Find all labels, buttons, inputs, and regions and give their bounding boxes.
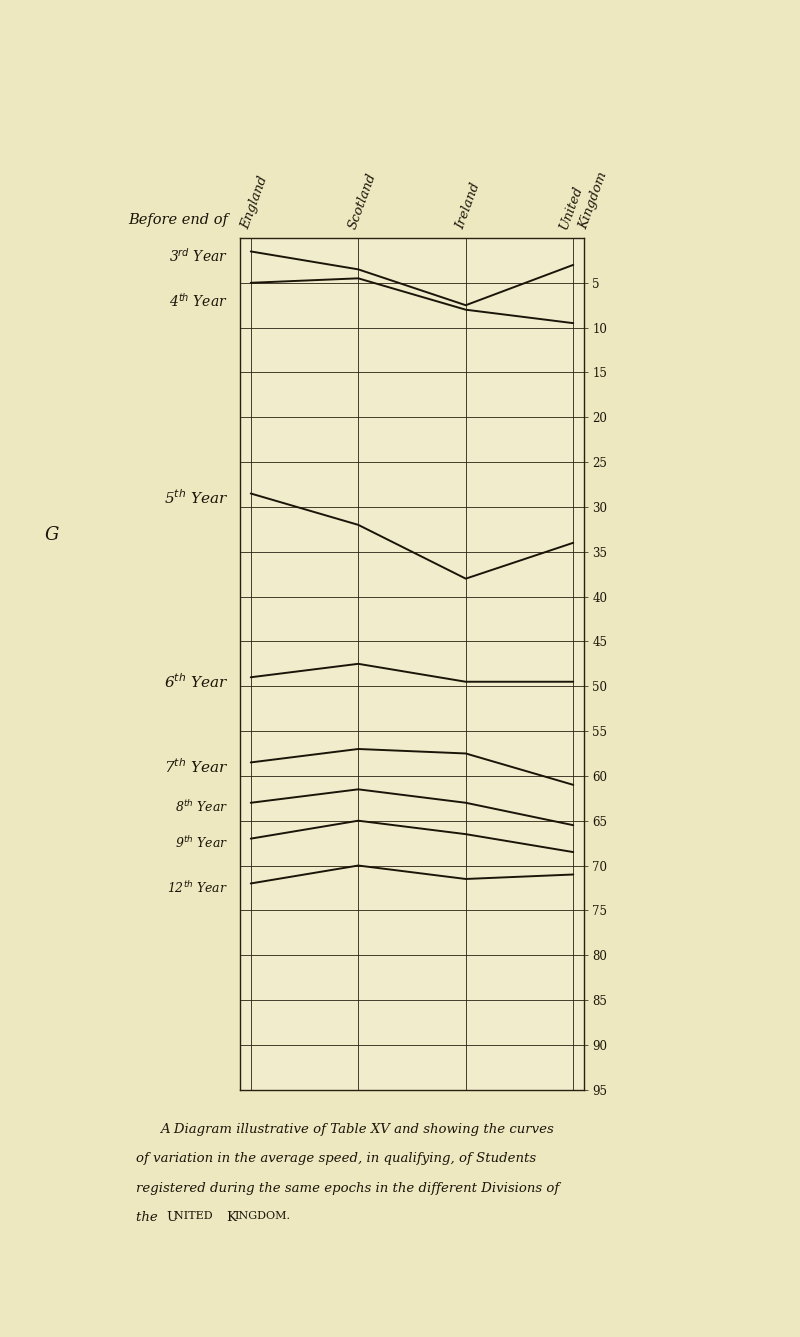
- Text: registered during the same epochs in the different Divisions of: registered during the same epochs in the…: [136, 1182, 559, 1195]
- Text: 8$^{th}$ Year: 8$^{th}$ Year: [175, 800, 228, 816]
- Text: U: U: [166, 1211, 178, 1225]
- Text: 7$^{th}$ Year: 7$^{th}$ Year: [164, 758, 228, 777]
- Text: 3$^{rd}$ Year: 3$^{rd}$ Year: [169, 247, 228, 265]
- Text: K: K: [226, 1211, 237, 1225]
- Text: 9$^{th}$ Year: 9$^{th}$ Year: [175, 836, 228, 852]
- Text: INGDOM.: INGDOM.: [234, 1211, 290, 1221]
- Text: NITED: NITED: [174, 1211, 217, 1221]
- Text: 5$^{th}$ Year: 5$^{th}$ Year: [164, 488, 228, 507]
- Text: G: G: [45, 525, 59, 544]
- Text: United: United: [557, 185, 585, 231]
- Text: of variation in the average speed, in qualifying, of Students: of variation in the average speed, in qu…: [136, 1152, 536, 1166]
- Text: Before end of: Before end of: [128, 214, 228, 227]
- Text: England: England: [238, 174, 270, 231]
- Text: 4$^{th}$ Year: 4$^{th}$ Year: [170, 291, 228, 310]
- Text: the: the: [136, 1211, 162, 1225]
- Text: Kingdom: Kingdom: [577, 170, 610, 231]
- Text: 12$^{th}$ Year: 12$^{th}$ Year: [167, 880, 228, 896]
- Text: 6$^{th}$ Year: 6$^{th}$ Year: [164, 673, 228, 691]
- Text: Scotland: Scotland: [346, 171, 378, 231]
- Text: Ireland: Ireland: [454, 180, 482, 231]
- Text: A Diagram illustrative of Table XV and showing the curves: A Diagram illustrative of Table XV and s…: [160, 1123, 554, 1136]
